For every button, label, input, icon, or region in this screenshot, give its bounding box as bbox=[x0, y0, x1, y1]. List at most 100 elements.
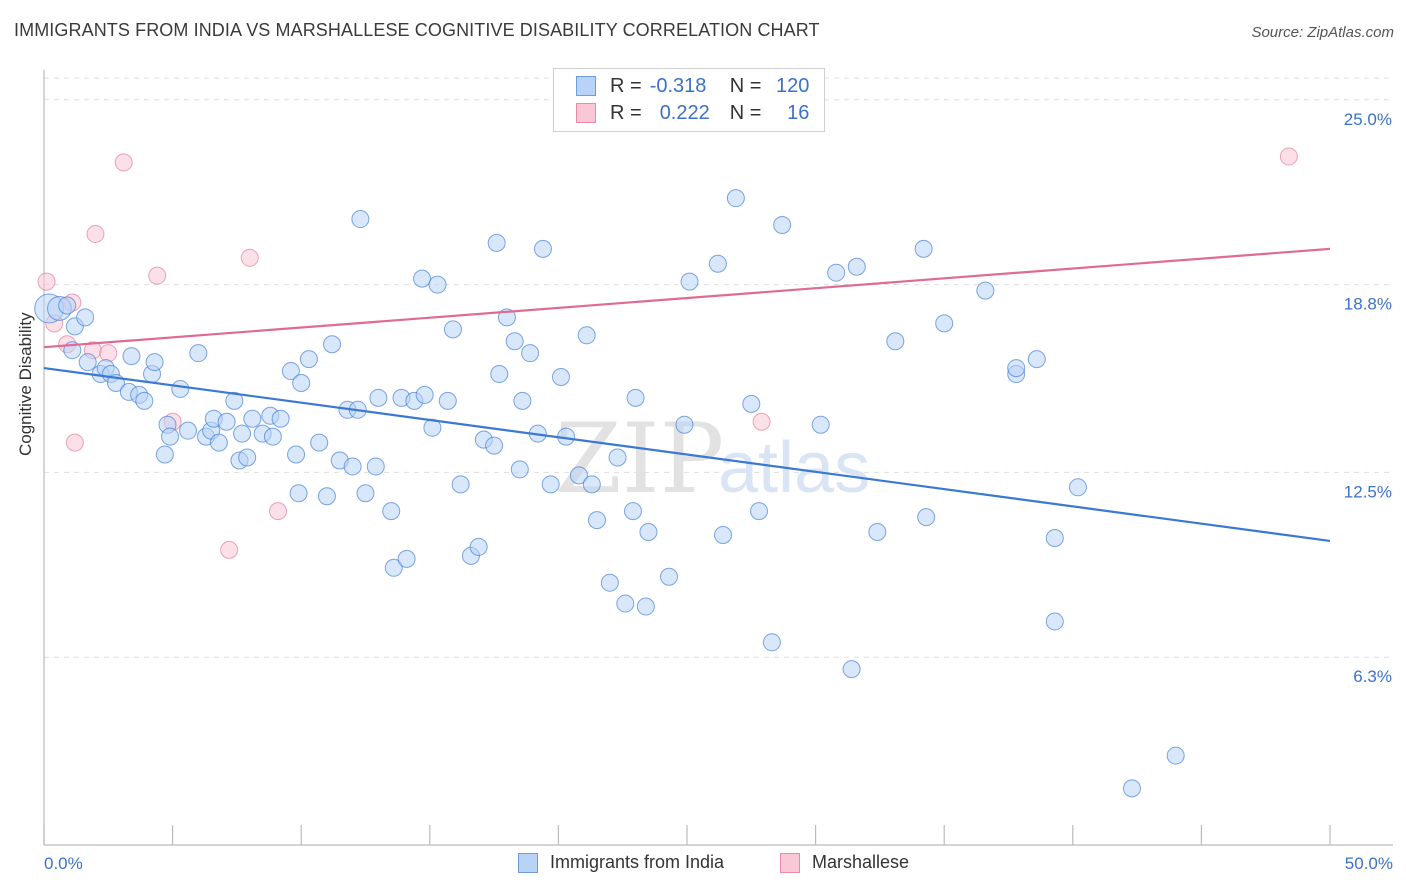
y-tick-label: 12.5% bbox=[1344, 482, 1392, 501]
marshallese-point bbox=[269, 502, 288, 521]
n-label: N = bbox=[729, 74, 762, 97]
chart-title: IMMIGRANTS FROM INDIA VS MARSHALLESE COG… bbox=[14, 20, 820, 40]
india-point bbox=[310, 433, 329, 452]
legend-item-india[interactable]: Immigrants from India bbox=[518, 852, 724, 873]
india-point bbox=[714, 526, 733, 544]
india-point bbox=[1007, 359, 1026, 378]
india-point bbox=[827, 263, 846, 282]
india-point bbox=[917, 508, 936, 527]
india-point bbox=[366, 457, 385, 476]
watermark: ZIP atlas bbox=[555, 403, 870, 515]
india-point bbox=[616, 594, 635, 613]
y-tick-label: 25.0% bbox=[1344, 110, 1392, 129]
marshallese-point bbox=[99, 344, 118, 363]
india-point bbox=[351, 210, 370, 229]
n-value: 120 bbox=[776, 74, 810, 97]
india-point bbox=[487, 233, 506, 252]
axes bbox=[43, 70, 1393, 846]
india-point bbox=[750, 502, 769, 521]
marshallese-point bbox=[752, 412, 771, 431]
marshallese-swatch bbox=[780, 852, 800, 873]
series-india bbox=[34, 189, 1185, 798]
india-point bbox=[551, 368, 570, 387]
stats-row-marshallese: R = 0.222 N = 16 bbox=[576, 100, 809, 126]
y-tick-label: 18.8% bbox=[1344, 295, 1392, 314]
india-point bbox=[323, 335, 342, 354]
marshallese-swatch bbox=[576, 103, 596, 123]
india-point bbox=[608, 448, 627, 467]
x-tick-label: 50.0% bbox=[1345, 854, 1393, 873]
india-point bbox=[1045, 528, 1064, 547]
india-point bbox=[161, 427, 180, 446]
india-point bbox=[533, 239, 552, 258]
india-point bbox=[287, 445, 306, 464]
y-tick-label: 6.3% bbox=[1353, 667, 1392, 686]
n-value: 16 bbox=[787, 101, 810, 124]
india-point bbox=[292, 373, 311, 392]
india-point bbox=[521, 344, 540, 363]
india-point bbox=[413, 269, 432, 288]
india-point bbox=[1027, 350, 1046, 369]
india-point bbox=[171, 379, 190, 398]
india-point bbox=[135, 391, 154, 410]
r-value: -0.318 bbox=[649, 74, 707, 97]
india-point bbox=[773, 216, 792, 234]
source-label: Source: ZipAtlas.com bbox=[1251, 24, 1394, 41]
india-point bbox=[78, 353, 97, 372]
india-point bbox=[513, 391, 532, 410]
trend-lines bbox=[43, 247, 1331, 543]
india-point bbox=[443, 320, 462, 339]
india-point bbox=[847, 257, 866, 276]
stats-legend: R = -0.318 N = 120 R = 0.222 N = 16 bbox=[553, 68, 825, 132]
india-point bbox=[76, 308, 95, 327]
india-point bbox=[438, 391, 457, 410]
india-point bbox=[209, 433, 228, 452]
india-swatch bbox=[576, 76, 596, 96]
india-point bbox=[384, 558, 403, 577]
india-point bbox=[886, 332, 905, 351]
india-trend-line bbox=[43, 366, 1331, 543]
india-point bbox=[510, 460, 529, 479]
india-point bbox=[225, 391, 244, 410]
india-point bbox=[317, 487, 336, 506]
india-point bbox=[541, 475, 560, 494]
india-point bbox=[58, 296, 77, 315]
india-point bbox=[299, 350, 318, 369]
india-point bbox=[485, 436, 504, 455]
india-point bbox=[189, 344, 208, 363]
india-point bbox=[415, 385, 434, 404]
r-label: R = bbox=[610, 74, 642, 97]
india-point bbox=[639, 523, 658, 542]
india-point bbox=[145, 353, 164, 372]
india-point bbox=[623, 502, 642, 521]
marshallese-point bbox=[1279, 147, 1298, 166]
india-point bbox=[842, 660, 861, 679]
series-legend: Immigrants from India Marshallese bbox=[0, 852, 1406, 878]
india-point bbox=[659, 567, 678, 586]
tick-labels: 6.3% 12.5% 18.8% 25.0% 0.0% 50.0% bbox=[44, 110, 1393, 873]
india-point bbox=[675, 415, 694, 434]
india-point bbox=[762, 633, 781, 652]
india-point bbox=[263, 427, 282, 446]
india-swatch bbox=[518, 852, 538, 873]
india-point bbox=[289, 484, 308, 503]
marshallese-point bbox=[240, 248, 259, 267]
india-point bbox=[155, 445, 174, 464]
india-point bbox=[428, 275, 447, 294]
india-point bbox=[505, 332, 524, 351]
marshallese-point bbox=[220, 540, 239, 559]
india-point bbox=[271, 409, 290, 428]
india-point bbox=[369, 388, 388, 407]
r-value: 0.222 bbox=[659, 101, 710, 124]
india-point bbox=[680, 272, 699, 291]
india-point bbox=[397, 549, 416, 568]
india-point bbox=[238, 448, 257, 467]
n-label: N = bbox=[729, 101, 762, 124]
india-point bbox=[587, 511, 606, 530]
india-point bbox=[726, 189, 745, 208]
india-point bbox=[343, 457, 362, 476]
legend-label-india: Immigrants from India bbox=[550, 852, 725, 872]
x-tick-label: 0.0% bbox=[44, 854, 83, 873]
india-point bbox=[122, 347, 141, 366]
legend-item-marshallese[interactable]: Marshallese bbox=[780, 852, 909, 873]
